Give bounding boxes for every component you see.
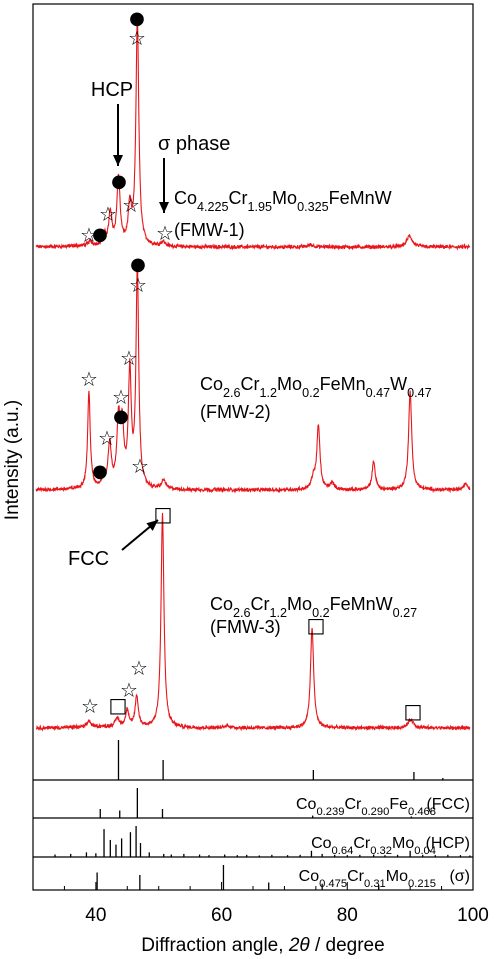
square-marker: □ [109, 693, 128, 717]
square-marker: □ [307, 613, 326, 637]
xrd-traces [35, 17, 471, 732]
series-id-label: (FMW-2) [200, 402, 271, 422]
star-marker: ☆ [156, 221, 174, 245]
trace-fmw-2 [35, 262, 471, 494]
x-axis-label: Diffraction angle, 2θ / degree [141, 935, 384, 956]
star-marker: ☆ [120, 678, 138, 702]
star-marker: ☆ [129, 273, 147, 297]
series-labels: Co4.225Cr1.95Mo0.325FeMnW (FMW-1) Co2.6Cr1… [174, 188, 432, 637]
star-marker: ☆ [99, 202, 117, 226]
ref-composition-label: Co0.239Cr0.290Fe0.468 [296, 796, 436, 818]
x-ticks: 40 60 80 100 [63, 882, 489, 926]
ref-phase-label: (σ) [449, 868, 470, 885]
star-marker: ☆ [120, 346, 138, 370]
arrow-head [113, 155, 123, 166]
x-tick-label: 60 [211, 905, 232, 926]
square-marker: □ [154, 502, 173, 526]
series-id-label: (FMW-1) [174, 220, 245, 240]
circle-marker: ● [130, 254, 146, 275]
annotation-label: σ phase [158, 133, 230, 155]
ref-phase-label: (HCP) [426, 835, 470, 852]
star-marker: ☆ [80, 367, 98, 391]
star-marker: ☆ [128, 26, 146, 50]
annotations: HCP σ phase FCC [68, 79, 230, 570]
ref-composition-label: Co0.64Cr0.32Mo0.04 [311, 835, 436, 857]
star-marker: ☆ [80, 223, 98, 247]
circle-marker: ● [92, 224, 108, 245]
circle-marker: ● [113, 406, 129, 427]
x-tick-label: 40 [85, 905, 106, 926]
series-composition-label: Co2.6Cr1.2Mo0.2FeMn0.47W0.47 [200, 374, 432, 400]
annotation-label: FCC [68, 548, 109, 570]
square-marker: □ [404, 699, 423, 723]
reference-patterns: Co0.239Cr0.290Fe0.468 (FCC) Co0.64Cr0.32M… [33, 740, 473, 890]
star-marker: ☆ [122, 193, 140, 217]
trace-fmw-3 [35, 512, 471, 732]
arrow-head [146, 520, 158, 531]
star-marker: ☆ [112, 385, 130, 409]
star-marker: ☆ [131, 454, 149, 478]
star-marker: ☆ [130, 656, 148, 680]
star-marker: ☆ [98, 426, 116, 450]
arrow-head [159, 202, 169, 213]
x-tick-label: 80 [337, 905, 358, 926]
star-marker: ☆ [81, 694, 99, 718]
ref-phase-label: (FCC) [426, 796, 470, 813]
peak-markers: ●☆●☆ ☆●☆ ☆●☆☆☆☆●☆● ☆□□☆☆□☆ □ [80, 8, 422, 723]
circle-marker: ● [92, 461, 108, 482]
circle-marker: ● [111, 171, 127, 192]
series-id-label: (FMW-3) [210, 617, 281, 637]
annotation-label: HCP [91, 79, 133, 101]
y-axis-label: Intensity (a.u.) [2, 400, 23, 520]
ref-composition-label: Co0.475Cr0.31Mo0.215 [299, 868, 436, 890]
trace-fmw-1 [35, 17, 471, 251]
series-composition-label: Co2.6Cr1.2Mo0.2FeMnW0.27 [210, 594, 417, 620]
circle-marker: ● [129, 8, 145, 29]
x-tick-label: 100 [457, 905, 489, 926]
series-composition-label: Co4.225Cr1.95Mo0.325FeMnW [174, 188, 392, 214]
